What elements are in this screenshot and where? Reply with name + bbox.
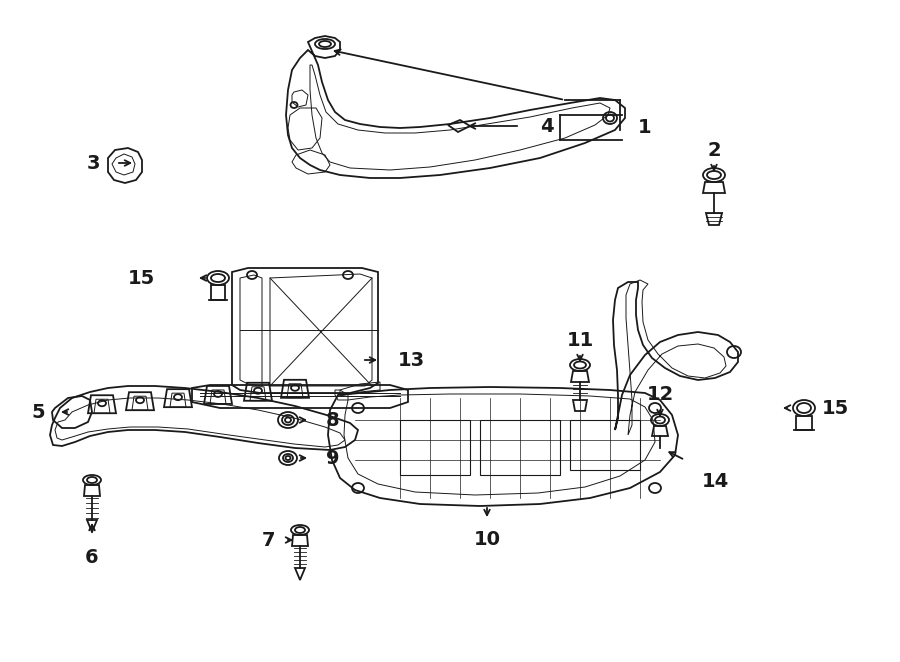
Text: 9: 9	[326, 448, 339, 467]
Text: 11: 11	[566, 330, 594, 350]
Text: 2: 2	[707, 140, 721, 160]
Text: 15: 15	[128, 269, 155, 287]
Text: 13: 13	[398, 350, 425, 369]
Text: 6: 6	[86, 548, 99, 567]
Text: 12: 12	[646, 385, 673, 404]
Text: 4: 4	[540, 117, 554, 136]
Text: 5: 5	[32, 402, 45, 422]
Text: 1: 1	[638, 117, 652, 136]
Text: 3: 3	[86, 154, 100, 173]
Text: 15: 15	[822, 399, 850, 418]
Text: 10: 10	[473, 530, 500, 549]
Text: 7: 7	[262, 530, 275, 549]
Text: 8: 8	[326, 410, 339, 430]
Text: 14: 14	[701, 472, 729, 491]
